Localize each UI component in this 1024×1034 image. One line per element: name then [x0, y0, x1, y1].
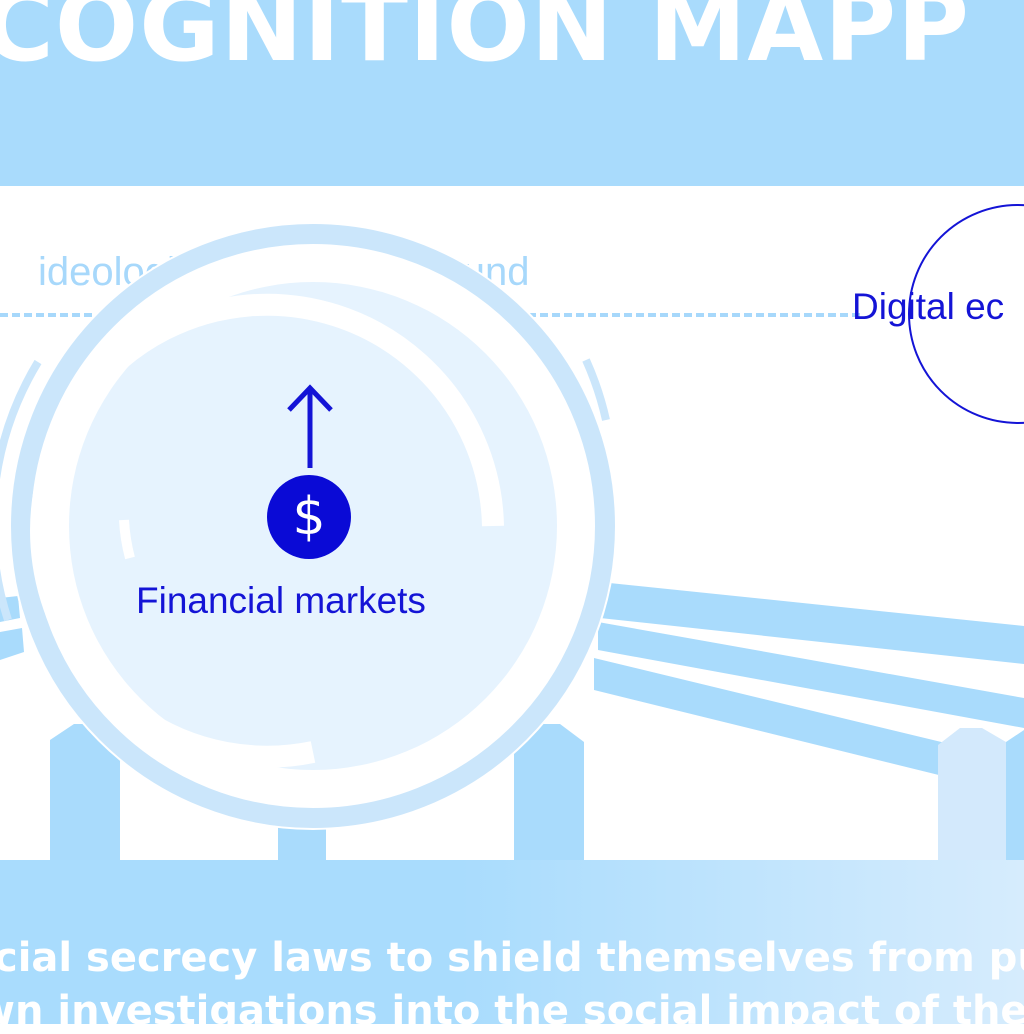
pillar: [1006, 730, 1024, 860]
pillar: [514, 724, 584, 860]
arrow-up-icon: [283, 380, 337, 472]
digital-node-label: Digital ec: [852, 286, 1004, 328]
financial-markets-label: Financial markets: [136, 580, 426, 622]
body-text-line-2: wn investigations into the social impact…: [0, 988, 1024, 1034]
body-text-line-1: cial secrecy laws to shield themselves f…: [0, 935, 1024, 981]
dollar-icon: $: [267, 475, 351, 559]
progress-arc-inner: [124, 520, 130, 558]
pillar: [938, 728, 1006, 860]
